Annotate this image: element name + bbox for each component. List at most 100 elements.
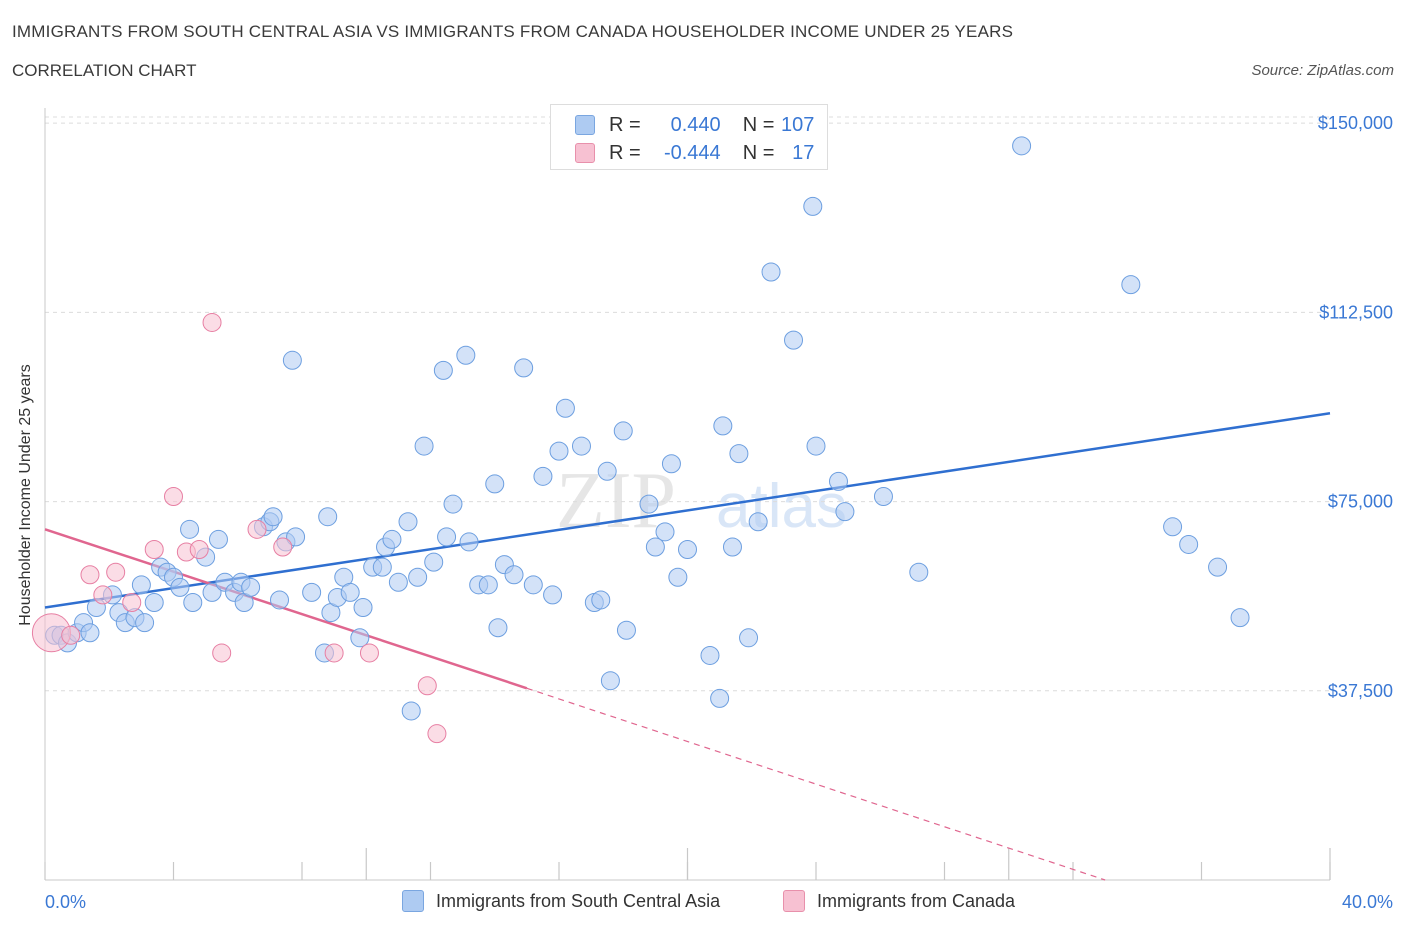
point-south-central-asia: [80, 623, 100, 643]
point-south-central-asia: [131, 575, 151, 595]
point-south-central-asia: [488, 618, 508, 638]
point-canada: [164, 487, 183, 507]
point-south-central-asia: [761, 262, 781, 282]
point-south-central-asia: [555, 398, 575, 418]
point-south-central-asia: [414, 436, 434, 456]
point-south-central-asia: [302, 582, 322, 602]
y-tick-label: $112,500: [1319, 302, 1393, 322]
point-south-central-asia: [710, 688, 730, 708]
point-south-central-asia: [909, 562, 929, 582]
trendline-canada-extension: [526, 687, 1106, 881]
point-canada: [273, 537, 293, 557]
bottom-legend-south-central-asia: Immigrants from South Central Asia: [402, 890, 720, 912]
trendlines: [44, 412, 1331, 881]
point-south-central-asia: [388, 572, 408, 592]
point-canada: [122, 592, 142, 612]
point-south-central-asia: [401, 701, 421, 721]
point-canada: [106, 562, 126, 582]
point-south-central-asia: [350, 628, 370, 648]
point-south-central-asia: [729, 444, 749, 464]
point-south-central-asia: [514, 358, 534, 378]
legend-r-value: -0.444: [663, 141, 721, 164]
point-south-central-asia: [504, 565, 524, 585]
point-south-central-asia: [456, 345, 476, 365]
point-south-central-asia: [1179, 534, 1199, 554]
point-south-central-asia: [571, 436, 591, 456]
point-south-central-asia: [639, 494, 659, 514]
point-south-central-asia: [1012, 136, 1032, 156]
legend-swatch-pink: [575, 143, 595, 163]
points: [31, 136, 1250, 744]
source-credit: Source: ZipAtlas.com: [1251, 62, 1394, 79]
point-canada: [144, 540, 164, 560]
point-south-central-asia: [433, 360, 453, 380]
point-south-central-asia: [678, 540, 697, 560]
point-south-central-asia: [353, 598, 373, 618]
point-south-central-asia: [263, 507, 283, 527]
y-tick-label: $37,500: [1328, 681, 1393, 701]
point-canada: [417, 676, 437, 696]
axes: [44, 108, 1331, 881]
point-south-central-asia: [597, 461, 617, 481]
point-south-central-asia: [282, 350, 302, 370]
point-south-central-asia: [144, 592, 164, 612]
point-south-central-asia: [739, 628, 759, 648]
point-south-central-asia: [183, 592, 203, 612]
point-south-central-asia: [1208, 557, 1228, 577]
point-canada: [212, 643, 232, 663]
point-south-central-asia: [543, 585, 563, 605]
point-south-central-asia: [828, 471, 848, 491]
x-tick-label-max: 40.0%: [1342, 892, 1393, 912]
watermark-atlas: atlas: [716, 472, 847, 541]
point-south-central-asia: [803, 196, 823, 216]
y-axis-label: Householder Income Under 25 years: [17, 364, 34, 626]
legend-n-value: 107: [781, 113, 815, 136]
point-south-central-asia: [340, 582, 360, 602]
point-south-central-asia: [485, 474, 505, 494]
legend-r-label: R =: [609, 113, 641, 136]
bottom-legend-label: Immigrants from Canada: [817, 890, 1016, 911]
point-south-central-asia: [443, 494, 463, 514]
point-canada: [61, 625, 81, 645]
legend-row-south-central-asia: R = 0.440 N = 107: [575, 112, 814, 138]
point-south-central-asia: [549, 441, 569, 461]
legend-r-value: 0.440: [670, 113, 721, 136]
correlation-legend: R = 0.440 N = 107 R = -0.444 N = 17: [550, 104, 828, 170]
point-south-central-asia: [748, 512, 768, 532]
point-south-central-asia: [600, 671, 620, 691]
point-south-central-asia: [835, 502, 855, 522]
point-canada: [80, 565, 100, 585]
legend-r-label: R =: [609, 141, 641, 164]
point-south-central-asia: [459, 532, 479, 552]
y-tick-label: $75,000: [1328, 492, 1393, 512]
point-south-central-asia: [208, 529, 228, 549]
point-canada: [427, 724, 447, 744]
chart-subtitle: CORRELATION CHART: [12, 61, 197, 80]
point-south-central-asia: [613, 421, 633, 441]
legend-row-canada: R = -0.444 N = 17: [575, 140, 814, 166]
point-south-central-asia: [398, 512, 418, 532]
point-south-central-asia: [202, 582, 222, 602]
point-south-central-asia: [241, 577, 261, 597]
bottom-legend-swatch-pink: [783, 890, 805, 912]
point-south-central-asia: [372, 557, 392, 577]
point-south-central-asia: [286, 527, 306, 547]
point-canada: [202, 312, 222, 332]
point-south-central-asia: [616, 620, 636, 640]
bottom-legend-label: Immigrants from South Central Asia: [436, 890, 721, 911]
point-south-central-asia: [478, 575, 498, 595]
point-south-central-asia: [668, 567, 688, 587]
point-south-central-asia: [806, 436, 826, 456]
point-canada: [247, 519, 267, 539]
point-canada: [189, 540, 209, 560]
tick-labels: $37,500 $75,000 $112,500 $150,000 0.0% 40.0%: [45, 113, 1393, 912]
point-south-central-asia: [424, 552, 444, 572]
y-tick-label: $150,000: [1318, 113, 1393, 133]
point-south-central-asia: [873, 487, 893, 507]
trendline-canada: [44, 528, 528, 690]
legend-n-value: 17: [792, 141, 815, 164]
point-south-central-asia: [700, 645, 720, 665]
point-south-central-asia: [645, 537, 665, 557]
point-south-central-asia: [437, 527, 457, 547]
point-south-central-asia: [1163, 517, 1183, 537]
